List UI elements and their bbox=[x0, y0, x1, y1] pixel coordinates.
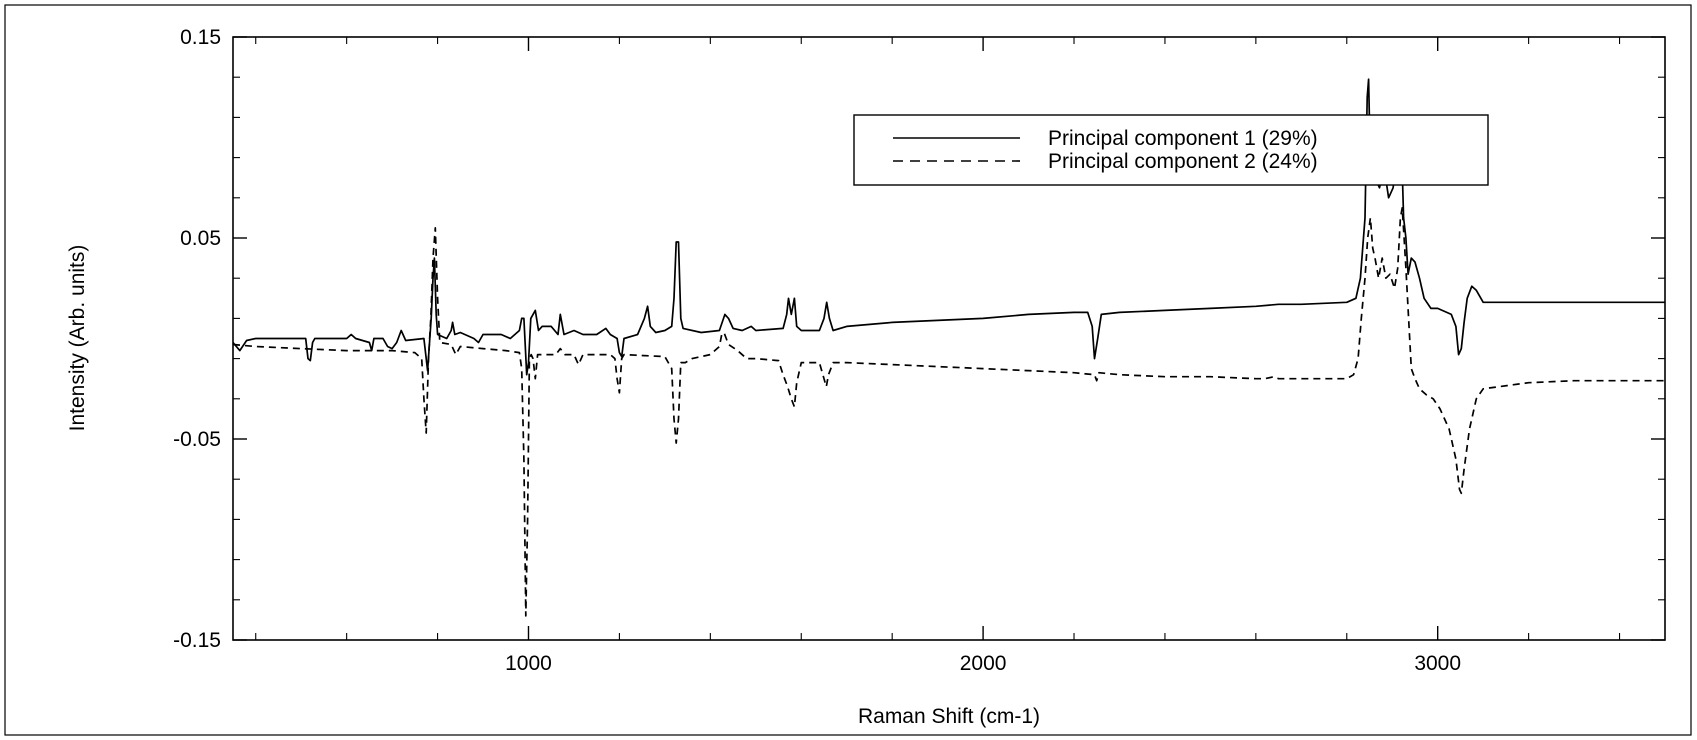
x-axis-title: Raman Shift (cm-1) bbox=[858, 705, 1040, 728]
plot-area bbox=[232, 36, 1666, 641]
x-tick-label: 2000 bbox=[960, 652, 1007, 675]
legend-box bbox=[853, 114, 1489, 186]
y-tick-label: 0.15 bbox=[180, 26, 221, 49]
legend: Principal component 1 (29%) Principal co… bbox=[853, 114, 1489, 186]
x-tick-label: 1000 bbox=[505, 652, 552, 675]
series-group bbox=[232, 78, 1665, 617]
series-line-pc2 bbox=[232, 207, 1665, 617]
y-axis-title: Intensity (Arb. units) bbox=[66, 245, 89, 432]
legend-label-pc2: Principal component 2 (24%) bbox=[1048, 150, 1318, 173]
x-axis: 1000 2000 3000 bbox=[255, 37, 1621, 675]
x-tick-label: 3000 bbox=[1414, 652, 1461, 675]
y-tick-label: -0.05 bbox=[173, 428, 221, 451]
y-axis: -0.15 -0.05 0.05 0.15 bbox=[173, 26, 1665, 652]
y-tick-label: -0.15 bbox=[173, 629, 221, 652]
legend-label-pc1: Principal component 1 (29%) bbox=[1048, 127, 1318, 150]
y-tick-label: 0.05 bbox=[180, 227, 221, 250]
series-line-pc1 bbox=[232, 78, 1665, 376]
